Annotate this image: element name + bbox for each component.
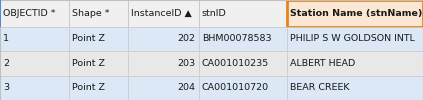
Bar: [198, 26, 287, 51]
Text: CA001010720: CA001010720: [202, 83, 269, 92]
Bar: [287, 0, 423, 26]
Text: Station Name (stnName): Station Name (stnName): [290, 9, 422, 18]
Text: Point Z: Point Z: [72, 83, 105, 92]
Bar: [0, 76, 69, 100]
Text: Point Z: Point Z: [72, 34, 105, 43]
Bar: [128, 0, 198, 26]
Text: 204: 204: [177, 83, 195, 92]
Bar: [0, 51, 69, 76]
Text: 202: 202: [177, 34, 195, 43]
Bar: [198, 0, 287, 26]
Text: 1: 1: [3, 34, 9, 43]
Text: 3: 3: [3, 83, 9, 92]
Bar: [69, 0, 128, 26]
Bar: [287, 26, 423, 51]
Bar: [0, 0, 69, 26]
Bar: [128, 26, 198, 51]
Text: Shape *: Shape *: [72, 9, 110, 18]
Bar: [287, 76, 423, 100]
Bar: [69, 26, 128, 51]
Text: BEAR CREEK: BEAR CREEK: [290, 83, 349, 92]
Text: CA001010235: CA001010235: [202, 59, 269, 68]
Bar: [69, 76, 128, 100]
Text: stnID: stnID: [202, 9, 227, 18]
Bar: [0, 0, 1, 26]
Text: Point Z: Point Z: [72, 59, 105, 68]
Text: 2: 2: [3, 59, 9, 68]
Bar: [69, 51, 128, 76]
Bar: [198, 51, 287, 76]
Bar: [0, 26, 69, 51]
Bar: [128, 51, 198, 76]
Text: ALBERT HEAD: ALBERT HEAD: [290, 59, 355, 68]
Text: 203: 203: [177, 59, 195, 68]
Bar: [198, 76, 287, 100]
Text: PHILIP S W GOLDSON INTL: PHILIP S W GOLDSON INTL: [290, 34, 415, 43]
Text: InstanceID ▲: InstanceID ▲: [131, 9, 192, 18]
Bar: [287, 51, 423, 76]
Bar: [128, 76, 198, 100]
Text: BHM00078583: BHM00078583: [202, 34, 272, 43]
Text: OBJECTID *: OBJECTID *: [3, 9, 56, 18]
